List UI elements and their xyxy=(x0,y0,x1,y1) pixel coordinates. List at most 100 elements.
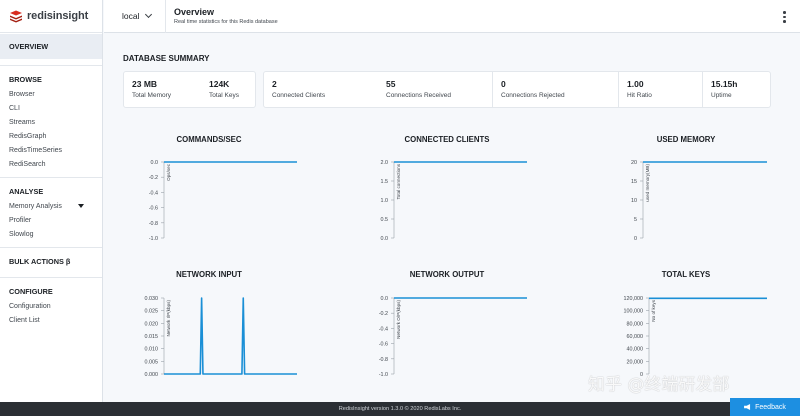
y-tick-label: 40,000 xyxy=(627,347,644,353)
y-tick-label: 0.015 xyxy=(145,334,159,340)
chart-title-network-output: NETWORK OUTPUT xyxy=(409,270,485,279)
sidebar-item-memory-analysis[interactable]: Memory Analysis xyxy=(0,199,102,213)
y-tick-label: 0.0 xyxy=(381,296,389,302)
chart-connected-clients: 2.0 1.5 1.0 0.5 0.0 Total connections xyxy=(381,160,527,242)
y-tick-label: -0.6 xyxy=(379,342,388,348)
y-tick-label: 100,000 xyxy=(624,309,644,315)
header-titles: Overview Real time statistics for this R… xyxy=(166,7,278,25)
y-tick-label: 0 xyxy=(634,236,637,242)
sidebar-item-redisearch[interactable]: RediSearch xyxy=(9,160,46,168)
sidebar-item-cli[interactable]: CLI xyxy=(9,104,20,112)
chart-title-connected-clients: CONNECTED CLIENTS xyxy=(404,135,490,144)
chart-title-total-keys: TOTAL KEYS xyxy=(661,270,711,279)
y-tick-label: 20,000 xyxy=(627,359,644,365)
stat-total-keys: 124K Total Keys xyxy=(201,72,247,107)
y-tick-label: -0.6 xyxy=(149,206,158,212)
y-tick-label: 0.0 xyxy=(381,236,389,242)
stat-connected-clients: 2 Connected Clients xyxy=(264,72,378,107)
y-axis-label: No of keys xyxy=(651,299,656,321)
database-selector[interactable]: local xyxy=(104,0,166,33)
sidebar-item-redistimeseries[interactable]: RedisTimeSeries xyxy=(9,146,63,154)
summary-card-memory-keys: 23 MB Total Memory 124K Total Keys xyxy=(123,71,256,108)
megaphone-icon xyxy=(744,404,751,410)
chart-network-input: 0.030 0.025 0.020 0.015 0.010 0.005 0.000 Netwo… xyxy=(145,296,297,378)
brand-name: redisinsight xyxy=(27,10,89,22)
y-tick-label: 1.5 xyxy=(381,179,389,185)
caret-down-icon[interactable] xyxy=(78,204,84,208)
chart-total-keys: 120,000 100,000 80,000 60,000 40,000 20,000 0 N… xyxy=(624,296,767,378)
stat-value: 15.15h xyxy=(711,79,738,89)
database-name: local xyxy=(122,11,140,21)
y-tick-label: 0.005 xyxy=(145,359,159,365)
chart-commands-sec: 0.0 -0.2 -0.4 -0.6 -0.8 -1.0 Ops/sec xyxy=(149,160,297,242)
watermark: 知乎 @终端研发部 xyxy=(588,375,730,395)
y-tick-label: 0 xyxy=(640,372,643,378)
summary-title: DATABASE SUMMARY xyxy=(123,54,210,63)
y-tick-label: 0.020 xyxy=(145,321,159,327)
stat-connections-rejected: 0 Connections Rejected xyxy=(492,72,618,107)
y-tick-label: -1.0 xyxy=(379,372,388,378)
chart-title-commands: COMMANDS/SEC xyxy=(176,135,242,144)
y-axis-label: Total connections xyxy=(396,163,401,199)
sidebar-item-client-list[interactable]: Client List xyxy=(9,316,40,324)
y-tick-label: -1.0 xyxy=(149,236,158,242)
stat-value: 1.00 xyxy=(627,79,644,89)
feedback-button[interactable]: Feedback xyxy=(730,398,800,416)
stat-value: 0 xyxy=(501,79,506,89)
section-analyse: ANALYSE xyxy=(9,187,44,196)
sidebar-nav: OVERVIEW BROWSE Browser CLI Streams Redi… xyxy=(0,34,102,327)
divider xyxy=(0,247,102,248)
stat-uptime: 15.15h Uptime xyxy=(702,72,770,107)
main-content: DATABASE SUMMARY 23 MB Total Memory 124K… xyxy=(104,34,800,402)
y-axis-label: Network I/P(kbps) xyxy=(166,300,171,337)
chevron-down-icon xyxy=(145,10,153,19)
kebab-menu-icon[interactable] xyxy=(783,11,786,25)
sidebar-item-browser[interactable]: Browser xyxy=(9,90,35,98)
chart-title-used-memory: USED MEMORY xyxy=(656,135,716,144)
y-axis-label: Ops/sec xyxy=(166,163,171,181)
sidebar-item-profiler[interactable]: Profiler xyxy=(9,216,32,224)
stat-hit-ratio: 1.00 Hit Ratio xyxy=(618,72,702,107)
page-subtitle: Real time statistics for this Redis data… xyxy=(174,19,278,25)
y-tick-label: 20 xyxy=(631,160,637,166)
y-tick-label: 0.5 xyxy=(381,217,389,223)
sidebar-item-overview[interactable]: OVERVIEW xyxy=(0,34,102,59)
redis-logo-icon xyxy=(9,9,23,23)
stat-label: Connections Received xyxy=(386,92,452,99)
y-tick-label: -0.8 xyxy=(149,221,158,227)
sidebar-item-redisgraph[interactable]: RedisGraph xyxy=(9,132,47,140)
y-tick-label: -0.4 xyxy=(379,326,388,332)
y-tick-label: 80,000 xyxy=(627,321,644,327)
section-configure: CONFIGURE xyxy=(9,287,53,296)
y-tick-label: 0.030 xyxy=(145,296,159,302)
stat-label: Total Memory xyxy=(132,92,172,99)
y-tick-label: -0.2 xyxy=(149,175,158,181)
series-line xyxy=(164,297,297,375)
divider xyxy=(0,177,102,178)
summary-card-connections: 2 Connected Clients 55 Connections Recei… xyxy=(263,71,771,108)
section-browse: BROWSE xyxy=(9,75,42,84)
sidebar-item-streams[interactable]: Streams xyxy=(9,118,36,126)
y-tick-label: 1.0 xyxy=(381,198,389,204)
y-tick-label: -0.8 xyxy=(379,357,388,363)
sidebar-item-configuration[interactable]: Configuration xyxy=(9,302,51,310)
y-tick-label: 120,000 xyxy=(624,296,644,302)
y-tick-label: -0.4 xyxy=(149,190,158,196)
y-tick-label: -0.2 xyxy=(379,311,388,317)
brand[interactable]: redisinsight xyxy=(0,0,102,33)
y-tick-label: 60,000 xyxy=(627,334,644,340)
stat-label: Hit Ratio xyxy=(627,92,652,99)
divider xyxy=(0,277,102,278)
y-tick-label: 0.025 xyxy=(145,309,159,315)
stat-value: 124K xyxy=(209,79,230,89)
sidebar: redisinsight OVERVIEW BROWSE Browser CLI… xyxy=(0,0,103,402)
divider xyxy=(0,65,102,66)
chart-used-memory: 20 15 10 5 0 used memory(MB) xyxy=(631,160,767,242)
footer: RedisInsight version 1.3.0 © 2020 RedisL… xyxy=(0,402,800,416)
y-tick-label: 5 xyxy=(634,217,637,223)
chart-title-network-input: NETWORK INPUT xyxy=(176,270,242,279)
sidebar-item-slowlog[interactable]: Slowlog xyxy=(9,230,34,238)
sidebar-item-bulk-actions[interactable]: BULK ACTIONS β xyxy=(9,257,71,266)
stat-value: 2 xyxy=(272,79,277,89)
y-axis-label: Network O/P(kbps) xyxy=(396,300,401,339)
